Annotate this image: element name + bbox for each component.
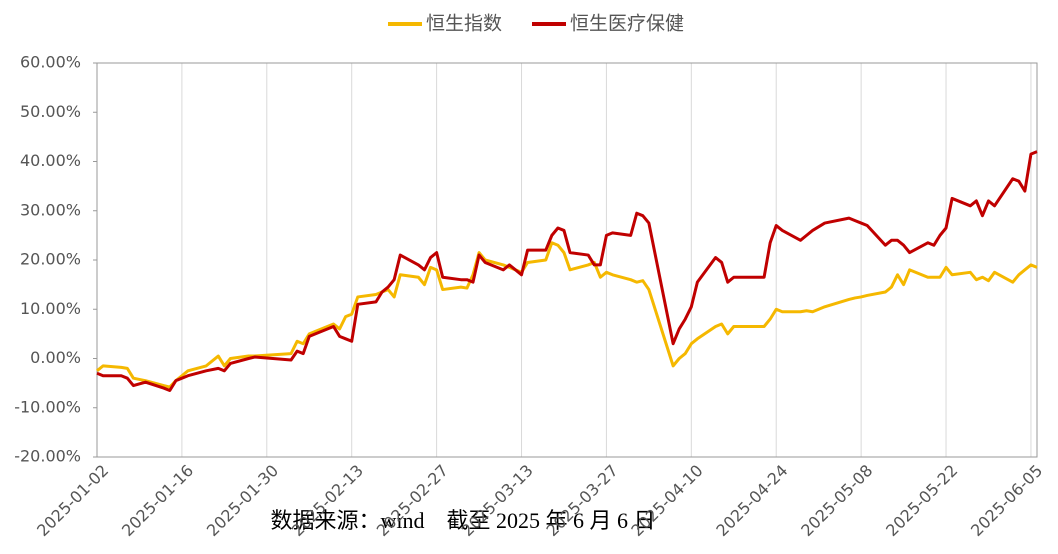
y-tick-label: 40.00%: [20, 151, 81, 170]
x-tick-label: 2025-06-05: [967, 461, 1046, 540]
y-tick-label: 30.00%: [20, 200, 81, 219]
y-tick-label: 20.00%: [20, 250, 81, 269]
x-tick-label: 2025-05-08: [797, 461, 876, 540]
y-tick-label: 10.00%: [20, 299, 81, 318]
source-note: 数据来源：wind 截至 2025 年 6 月 6 日: [270, 508, 655, 533]
y-tick-label: -20.00%: [14, 447, 81, 466]
y-tick-label: 50.00%: [20, 102, 81, 121]
y-tick-label: -10.00%: [14, 397, 81, 416]
x-tick-label: 2025-04-24: [712, 461, 791, 540]
y-tick-label: 0.00%: [30, 348, 81, 367]
x-tick-label: 2025-01-02: [33, 461, 112, 540]
x-tick-label: 2025-05-22: [882, 461, 961, 540]
x-tick-label: 2025-04-10: [627, 461, 706, 540]
series-line: [96, 150, 1038, 393]
y-tick-label: 60.00%: [20, 53, 81, 72]
plot-frame: [96, 62, 1038, 458]
series-line: [96, 241, 1038, 389]
legend-label: 恒生医疗保健: [570, 13, 684, 35]
x-tick-label: 2025-01-16: [118, 461, 197, 540]
legend-label: 恒生指数: [426, 13, 502, 35]
